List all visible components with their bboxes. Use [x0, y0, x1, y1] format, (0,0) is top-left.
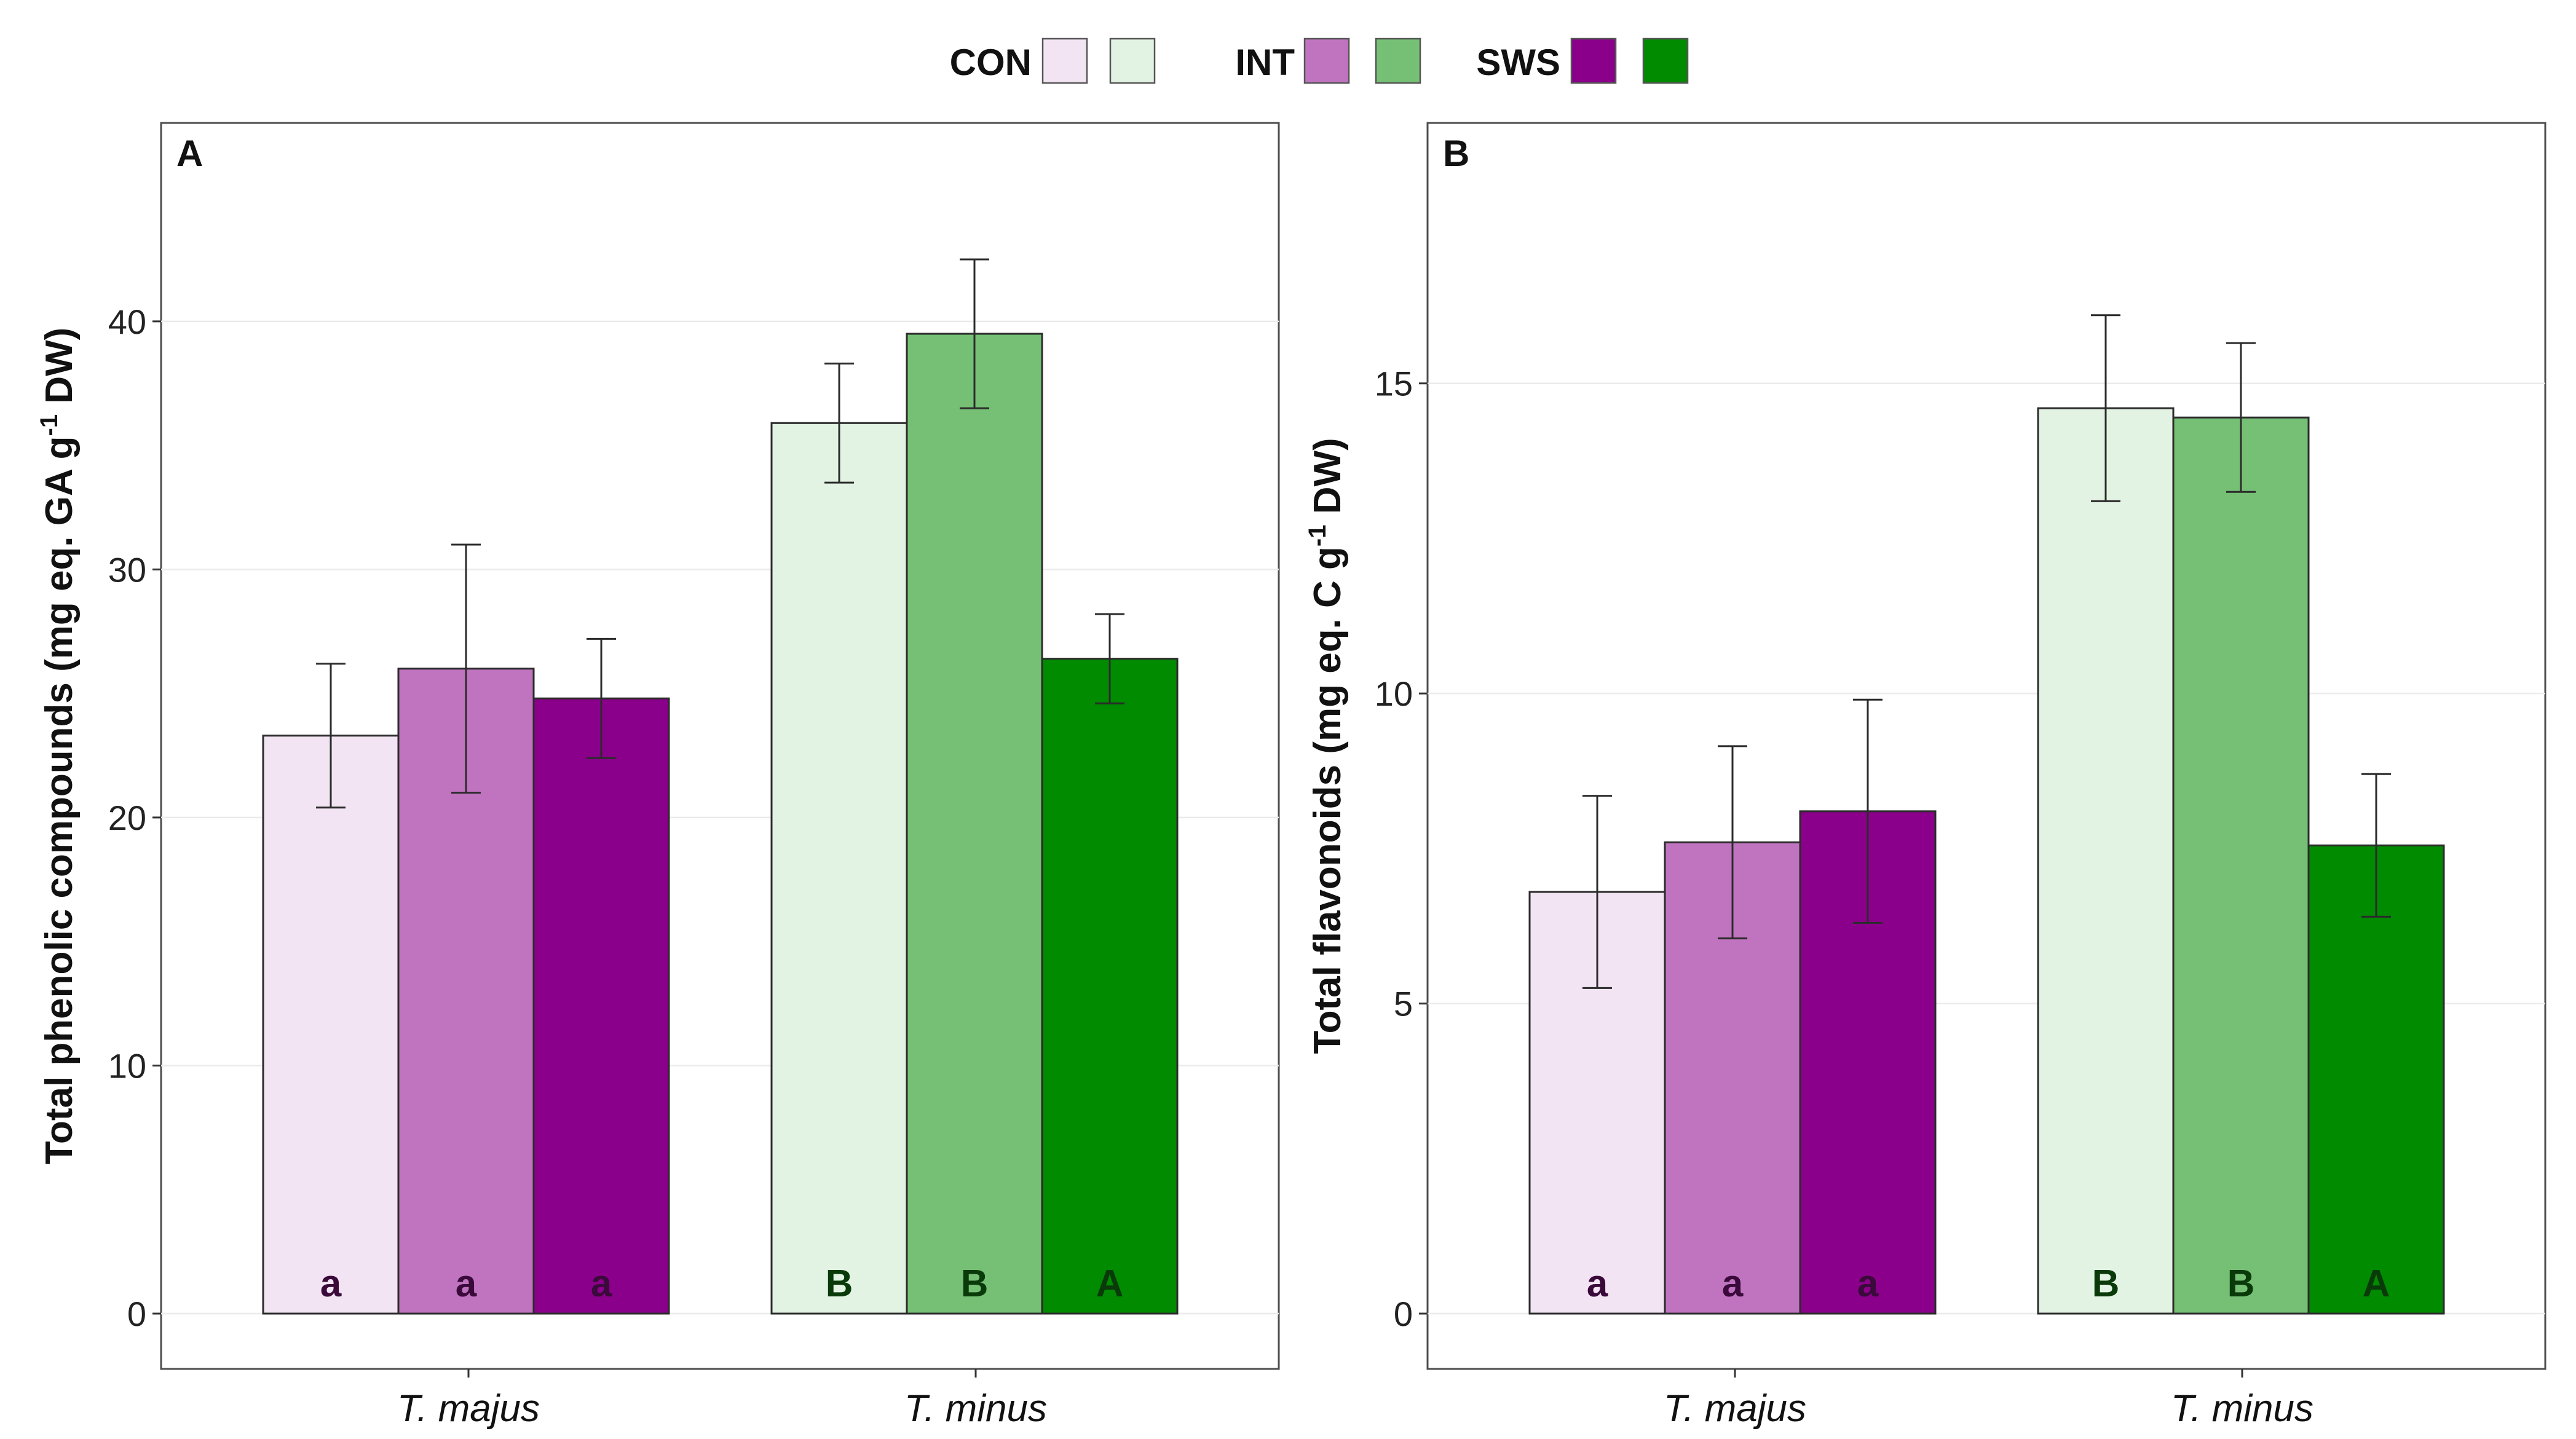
significance-label-con-majus: a — [1587, 1263, 1608, 1305]
bar-con-minus — [770, 422, 908, 1315]
y-axis-title-superscript: -1 — [36, 414, 63, 436]
bar-sws-majus — [532, 697, 670, 1315]
legend-swatch-int-green — [1375, 37, 1421, 84]
legend-swatch-con-green — [1109, 37, 1156, 84]
y-tick-label: 30 — [108, 550, 146, 589]
panel-b: 0 5 10 15 T. majus T. minus a Ba Ba A B Total flavo… — [1304, 122, 2546, 1430]
y-tick-label: 10 — [108, 1046, 146, 1085]
y-tick-label: 20 — [108, 798, 146, 837]
legend-label-int: INT — [1235, 42, 1295, 83]
y-axis-title: Total phenolic compounds (mg eq. GA g-1 … — [36, 328, 81, 1165]
significance-label-con-minus: B — [826, 1263, 853, 1305]
y-tick-label: 5 — [1394, 985, 1413, 1023]
significance-label-int-minus: B — [961, 1263, 989, 1305]
legend-label-sws: SWS — [1476, 42, 1560, 83]
legend-label-con: CON — [950, 42, 1032, 83]
significance-label-con-minus: B — [2092, 1263, 2120, 1305]
bar-con-majus — [262, 735, 400, 1315]
significance-label-sws-minus: A — [1096, 1263, 1124, 1305]
y-axis-title-main: Total phenolic compounds (mg eq. GA g — [38, 436, 81, 1164]
significance-label-int-minus: B — [2227, 1263, 2255, 1305]
bar-int-minus — [906, 333, 1043, 1315]
y-tick-label: 10 — [1375, 674, 1413, 713]
y-axis-title-unit: DW) — [1306, 438, 1349, 524]
x-category-label: T. majus — [1664, 1387, 1806, 1430]
y-axis-title-superscript: -1 — [1304, 525, 1331, 547]
x-category-label: T. minus — [2171, 1387, 2313, 1430]
legend: CON INT SWS — [950, 37, 1689, 84]
y-tick-label: 40 — [108, 302, 146, 341]
bar-sws-minus — [2307, 844, 2445, 1315]
y-tick-label: 15 — [1375, 365, 1413, 403]
y-tick-label: 0 — [1394, 1295, 1413, 1333]
x-category-label: T. majus — [397, 1387, 540, 1430]
x-category-label: T. minus — [904, 1387, 1047, 1430]
significance-label-sws-majus: a — [1857, 1263, 1879, 1305]
y-axis-title-main: Total flavonoids (mg eq. C g — [1306, 546, 1349, 1054]
bar-con-minus — [2037, 407, 2175, 1315]
significance-label-con-majus: a — [320, 1263, 342, 1305]
significance-label-int-majus: a — [1722, 1263, 1744, 1305]
legend-swatch-con-purple — [1041, 37, 1088, 84]
significance-label-sws-minus: A — [2363, 1263, 2390, 1305]
legend-swatch-sws-green — [1642, 37, 1689, 84]
panel-a: 0 10 20 30 40 T. majus T. minus a Ba Ba A A Total ph… — [36, 122, 1280, 1430]
bar-sws-minus — [1041, 658, 1179, 1315]
legend-swatch-sws-purple — [1570, 37, 1617, 84]
significance-label-sws-majus: a — [591, 1263, 612, 1305]
y-tick-label: 0 — [127, 1295, 146, 1333]
panel-tag: A — [176, 133, 203, 174]
significance-label-int-majus: a — [456, 1263, 477, 1305]
bar-int-minus — [2172, 416, 2310, 1315]
y-axis-title: Total flavonoids (mg eq. C g-1 DW) — [1304, 438, 1349, 1054]
y-axis-title-unit: DW) — [38, 328, 81, 414]
legend-swatch-int-purple — [1303, 37, 1350, 84]
panel-tag: B — [1443, 133, 1469, 174]
